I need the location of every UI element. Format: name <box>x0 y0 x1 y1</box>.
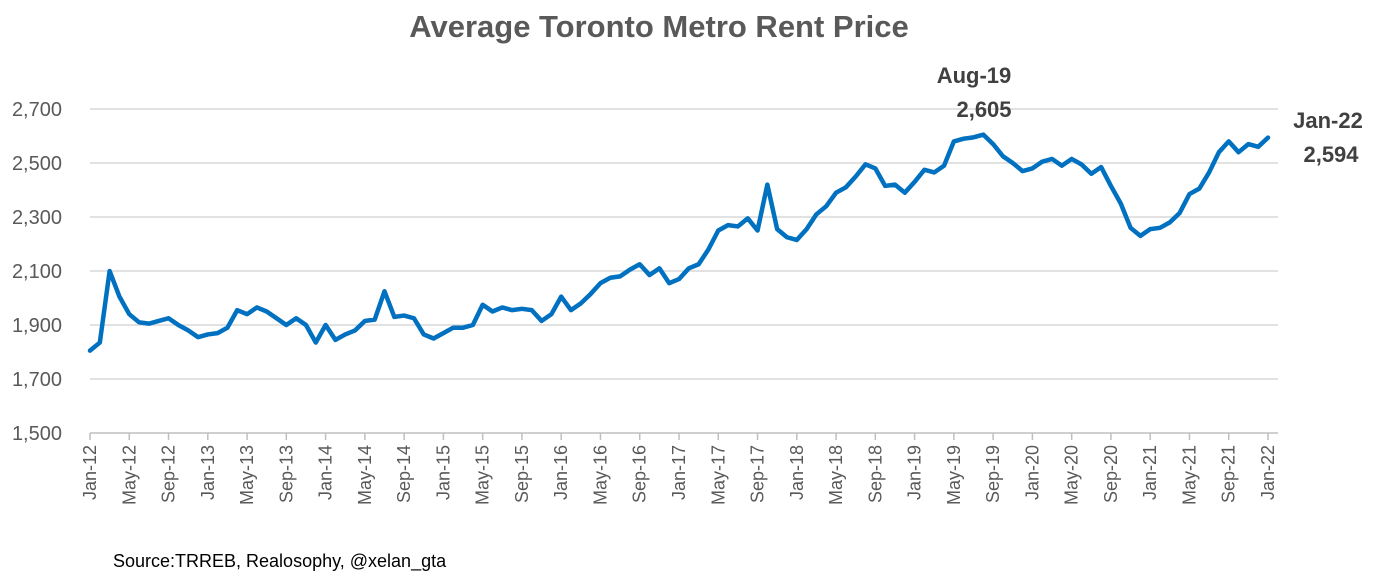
x-tick-label: Jan-22 <box>1258 445 1278 500</box>
annotation-latest-value: 2,594 <box>1303 142 1359 167</box>
y-tick-label: 2,100 <box>12 261 62 283</box>
series-line-rent-price <box>87 132 1271 353</box>
y-tick-label: 1,900 <box>12 315 62 337</box>
x-tick-label: May-15 <box>473 445 493 505</box>
y-tick-label: 2,700 <box>12 99 62 121</box>
annotation-peak: Aug-19 2,605 <box>937 63 1012 122</box>
x-tick-label: May-21 <box>1179 445 1199 505</box>
y-tick-label: 2,300 <box>12 207 62 229</box>
x-tick-label: May-13 <box>237 445 257 505</box>
x-tick-label: May-14 <box>355 445 375 505</box>
x-tick-label: May-20 <box>1062 445 1082 505</box>
x-tick-label: Jan-14 <box>316 445 336 500</box>
x-tick-label: Jan-19 <box>905 445 925 500</box>
x-tick-label: Sep-15 <box>512 445 532 503</box>
x-tick-label: Jan-21 <box>1140 445 1160 500</box>
y-tick-label: 1,700 <box>12 369 62 391</box>
x-tick-label: May-12 <box>119 445 139 505</box>
x-tick-label: Jan-18 <box>787 445 807 500</box>
annotation-peak-date: Aug-19 <box>937 63 1012 88</box>
x-tick-label: Sep-13 <box>276 445 296 503</box>
x-tick-label: May-17 <box>708 445 728 505</box>
x-axis-ticks: Jan-12 May-12 Sep-12 Jan-13 May-13 Sep-13 Jan-… <box>80 433 1278 505</box>
y-tick-label: 1,500 <box>12 423 62 445</box>
x-tick-label: May-18 <box>826 445 846 505</box>
x-tick-label: Jan-15 <box>433 445 453 500</box>
x-tick-label: Sep-20 <box>1101 445 1121 503</box>
x-tick-label: Jan-20 <box>1022 445 1042 500</box>
x-tick-label: Jan-13 <box>198 445 218 500</box>
x-tick-label: Sep-17 <box>748 445 768 503</box>
annotation-peak-value: 2,605 <box>956 97 1011 122</box>
x-tick-label: Jan-12 <box>80 445 100 500</box>
annotation-latest-date: Jan-22 <box>1293 108 1363 133</box>
x-tick-label: Sep-19 <box>983 445 1003 503</box>
annotation-latest: Jan-22 2,594 <box>1293 108 1363 167</box>
x-tick-label: Sep-12 <box>159 445 179 503</box>
x-tick-label: May-16 <box>590 445 610 505</box>
x-tick-label: Sep-14 <box>394 445 414 503</box>
y-tick-label: 2,500 <box>12 153 62 175</box>
gridlines <box>90 108 1278 380</box>
chart-title: Average Toronto Metro Rent Price <box>409 9 909 44</box>
x-tick-label: Jan-16 <box>551 445 571 500</box>
x-tick-label: May-19 <box>944 445 964 505</box>
x-tick-label: Sep-16 <box>630 445 650 503</box>
source-note: Source:TRREB, Realosophy, @xelan_gta <box>113 551 447 572</box>
x-tick-label: Jan-17 <box>669 445 689 500</box>
x-tick-label: Sep-21 <box>1219 445 1239 503</box>
y-axis-ticks: 1,500 1,700 1,900 2,100 2,300 2,500 2,700 <box>12 99 62 445</box>
x-tick-label: Sep-18 <box>865 445 885 503</box>
